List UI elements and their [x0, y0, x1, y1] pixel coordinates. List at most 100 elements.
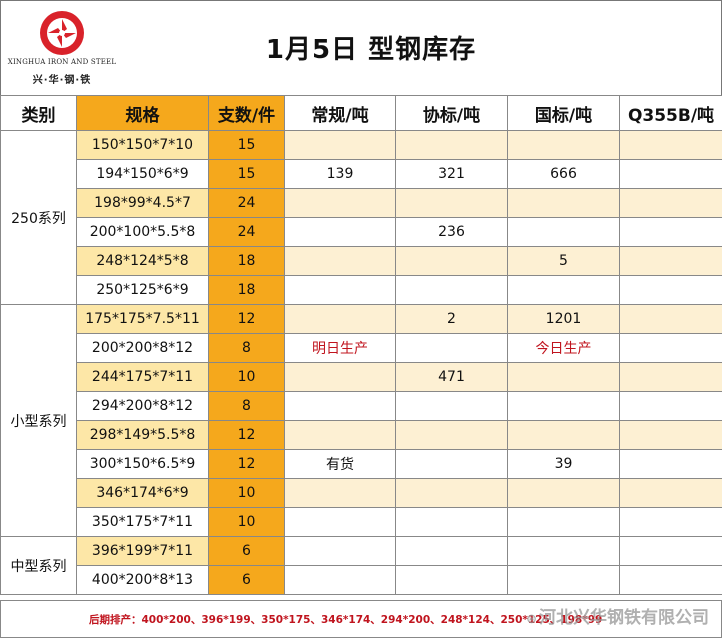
table-row: 小型系列 175*175*7.5*11 12 2 1201 [0, 304, 722, 537]
assoc-cell: 236 [395, 217, 508, 247]
national-cell [507, 275, 620, 305]
qty-cell: 10 [208, 507, 285, 537]
company-logo: XINGHUA IRON AND STEEL 兴·华·钢·铁 [7, 5, 117, 91]
q355b-cell [619, 420, 722, 450]
category-medium: 中型系列 [0, 536, 77, 595]
table-row: 200*100*5.5*8 24 236 [1, 217, 722, 247]
qty-cell: 18 [208, 246, 285, 276]
table-row: 300*150*6.5*9 12 有货 39 [1, 449, 722, 479]
q355b-cell [619, 275, 722, 305]
national-cell [507, 565, 620, 595]
qty-cell: 18 [208, 275, 285, 305]
table-header-row: 类别 规格 支数/件 常规/吨 协标/吨 国标/吨 Q355B/吨 [0, 95, 722, 131]
qty-cell: 12 [208, 304, 285, 334]
national-cell [507, 362, 620, 392]
qty-cell: 6 [208, 565, 285, 595]
page-title: 1月5日 型钢库存 [265, 35, 477, 65]
table-row: 346*174*6*9 10 [1, 478, 722, 508]
footer: 后期排产：400*200、396*199、350*175、346*174、294… [0, 600, 722, 638]
qty-cell: 6 [208, 536, 285, 566]
regular-cell: 有货 [284, 449, 396, 479]
header-q355b: Q355B/吨 [619, 95, 722, 131]
spec-cell: 198*99*4.5*7 [76, 188, 209, 218]
qty-cell: 24 [208, 217, 285, 247]
table-row: 244*175*7*11 10 471 [1, 362, 722, 392]
header-spec: 规格 [76, 95, 209, 131]
production-schedule: 后期排产：400*200、396*199、350*175、346*174、294… [89, 614, 603, 626]
watermark-icon: ⊛ [526, 612, 537, 627]
assoc-cell [395, 565, 508, 595]
header-assoc: 协标/吨 [395, 95, 508, 131]
table-row: 250系列 150*150*7*10 15 [0, 130, 722, 305]
header-regular: 常规/吨 [284, 95, 396, 131]
assoc-cell [395, 188, 508, 218]
spec-cell: 200*200*8*12 [76, 333, 209, 363]
q355b-cell [619, 507, 722, 537]
qty-cell: 10 [208, 362, 285, 392]
regular-cell: 明日生产 [284, 333, 396, 363]
regular-cell: 139 [284, 159, 396, 189]
q355b-cell [619, 304, 722, 334]
table-row: 294*200*8*12 8 [1, 391, 722, 421]
table-row: 198*99*4.5*7 24 [1, 188, 722, 218]
q355b-cell [619, 565, 722, 595]
watermark: ⊛ 河北兴华钢铁有限公司 [526, 603, 709, 628]
qty-cell: 10 [208, 478, 285, 508]
assoc-cell [395, 478, 508, 508]
spec-cell: 194*150*6*9 [76, 159, 209, 189]
logo-chinese-text: 兴·华·钢·铁 [32, 75, 92, 86]
spec-cell: 250*125*6*9 [76, 275, 209, 305]
spec-cell: 294*200*8*12 [76, 391, 209, 421]
national-cell [507, 217, 620, 247]
national-cell: 1201 [507, 304, 620, 334]
national-cell [507, 420, 620, 450]
xinghua-logo-icon [40, 11, 84, 55]
qty-cell: 12 [208, 449, 285, 479]
table-row: 350*175*7*11 10 [1, 507, 722, 537]
header-national: 国标/吨 [507, 95, 620, 131]
national-cell [507, 536, 620, 566]
assoc-cell: 321 [395, 159, 508, 189]
national-cell [507, 507, 620, 537]
q355b-cell [619, 536, 722, 566]
q355b-cell [619, 362, 722, 392]
regular-cell [284, 217, 396, 247]
q355b-cell [619, 188, 722, 218]
regular-cell [284, 536, 396, 566]
national-cell [507, 188, 620, 218]
national-cell: 666 [507, 159, 620, 189]
category-small: 小型系列 [0, 304, 77, 537]
assoc-cell [395, 275, 508, 305]
table-row: 194*150*6*9 15 139 321 666 [1, 159, 722, 189]
spec-cell: 175*175*7.5*11 [76, 304, 209, 334]
assoc-cell: 471 [395, 362, 508, 392]
spec-cell: 248*124*5*8 [76, 246, 209, 276]
q355b-cell [619, 130, 722, 160]
national-cell [507, 478, 620, 508]
spec-cell: 298*149*5.5*8 [76, 420, 209, 450]
regular-cell [284, 304, 396, 334]
assoc-cell [395, 333, 508, 363]
qty-cell: 8 [208, 333, 285, 363]
q355b-cell [619, 391, 722, 421]
regular-cell [284, 478, 396, 508]
regular-cell [284, 130, 396, 160]
table-row: 中型系列 396*199*7*11 6 [0, 536, 722, 595]
table-row: 298*149*5.5*8 12 [1, 420, 722, 450]
regular-cell [284, 362, 396, 392]
q355b-cell [619, 246, 722, 276]
regular-cell [284, 565, 396, 595]
regular-cell [284, 507, 396, 537]
national-cell: 今日生产 [507, 333, 620, 363]
regular-cell [284, 420, 396, 450]
qty-cell: 15 [208, 159, 285, 189]
spec-cell: 244*175*7*11 [76, 362, 209, 392]
qty-cell: 12 [208, 420, 285, 450]
table-row: 248*124*5*8 18 5 [1, 246, 722, 276]
assoc-cell [395, 130, 508, 160]
qty-cell: 15 [208, 130, 285, 160]
regular-cell [284, 188, 396, 218]
watermark-text: 河北兴华钢铁有限公司 [539, 608, 709, 628]
national-cell: 39 [507, 449, 620, 479]
spec-cell: 300*150*6.5*9 [76, 449, 209, 479]
